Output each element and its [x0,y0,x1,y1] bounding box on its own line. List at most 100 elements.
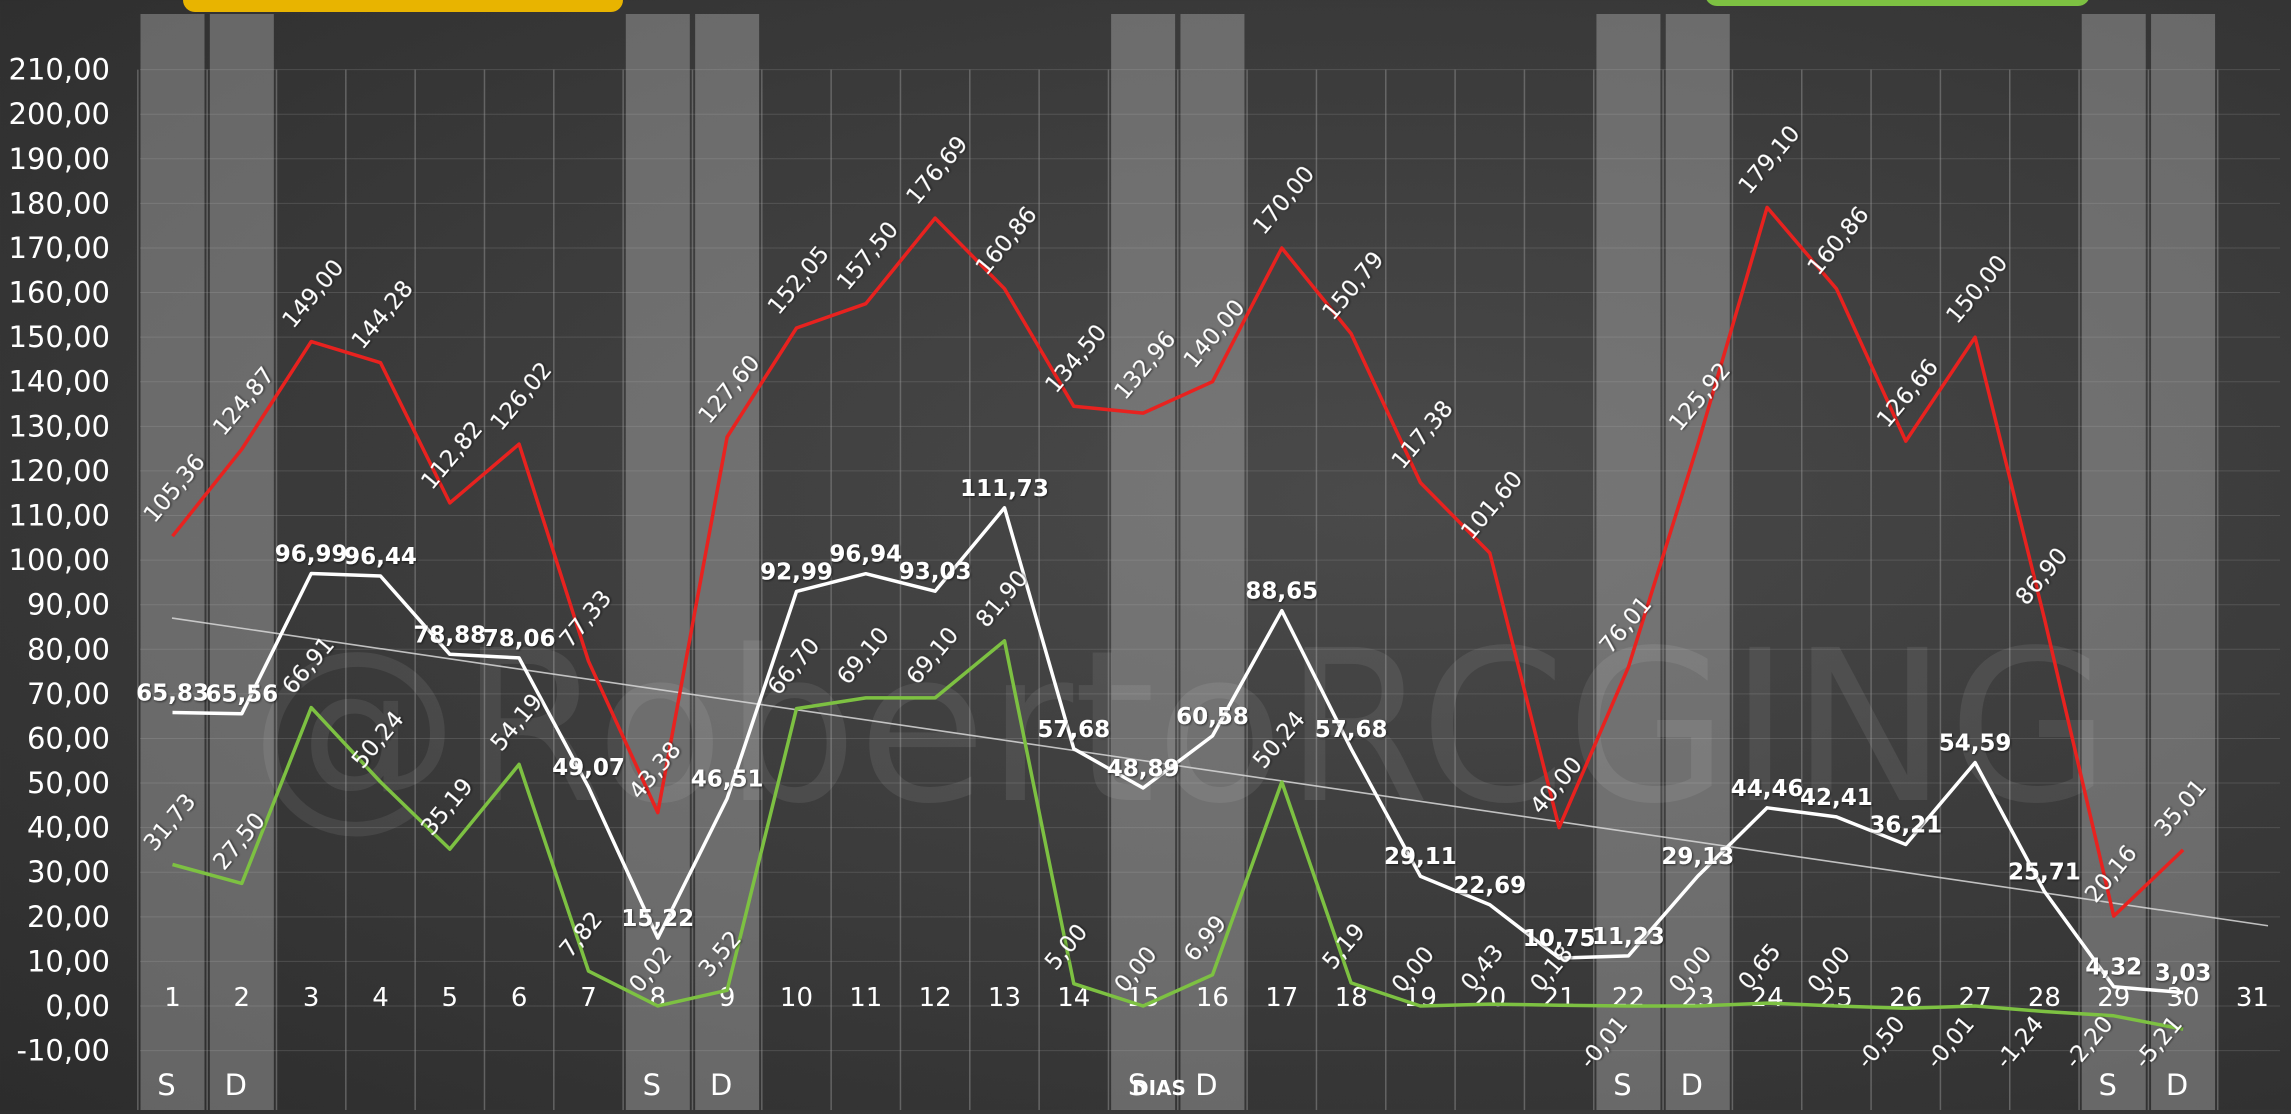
white-data-label: 15,22 [621,906,694,932]
x-tick-label: 16 [1196,983,1229,1013]
red-data-label: 160,86 [1803,202,1875,280]
x-tick-label: 7 [580,983,597,1013]
white-data-label: 22,69 [1453,873,1526,899]
white-data-label: 57,68 [1315,717,1388,743]
white-data-label: 96,44 [344,544,417,570]
red-data-label: 150,00 [1942,251,2014,329]
red-data-label: 144,28 [347,276,419,354]
weekend-band [1111,14,1176,1110]
y-tick-label: 100,00 [9,543,110,577]
weekend-letter: S [1613,1068,1631,1102]
red-data-label: 149,00 [278,255,350,333]
x-tick-label: 31 [2236,983,2269,1013]
white-data-label: 54,59 [1939,731,2012,757]
white-data-label: 96,94 [829,542,902,568]
x-tick-label: 12 [919,983,952,1013]
y-tick-label: 30,00 [27,855,110,889]
green-data-label: -0,01 [1922,1012,1980,1074]
x-tick-label: 11 [849,983,882,1013]
white-data-label: 4,32 [2085,955,2142,981]
white-data-label: 88,65 [1245,579,1318,605]
x-tick-label: 1 [164,983,181,1013]
red-data-label: 86,90 [2011,543,2073,610]
weekend-band [1596,14,1661,1110]
x-tick-label: 10 [780,983,813,1013]
white-data-label: 11,23 [1592,924,1665,950]
weekend-letter: D [225,1068,247,1102]
x-tick-label: 23 [1681,983,1714,1013]
y-tick-label: 80,00 [27,632,110,666]
y-tick-label: 20,00 [27,900,110,934]
y-tick-label: 150,00 [9,320,110,354]
y-tick-label: 200,00 [9,97,110,131]
x-tick-label: 2 [234,983,251,1013]
watermark: @RobertoRCGING [249,605,2110,850]
y-tick-label: 50,00 [27,766,110,800]
y-tick-label: 40,00 [27,811,110,845]
legend-badge [183,0,623,12]
red-data-label: 134,50 [1040,320,1112,398]
weekend-band [209,14,274,1110]
red-data-label: 170,00 [1248,161,1320,239]
red-data-label: 179,10 [1734,121,1806,199]
weekend-letter: S [643,1068,661,1102]
x-tick-label: 4 [372,983,389,1013]
white-data-label: 92,99 [760,559,833,585]
weekend-band [2081,14,2146,1110]
white-data-label: 29,11 [1384,844,1457,870]
weekend-band [2151,14,2216,1110]
red-data-label: 150,79 [1318,247,1390,325]
weekend-band [1180,14,1245,1110]
white-data-label: 25,71 [2008,859,2081,885]
x-tick-label: 3 [303,983,320,1013]
weekend-band [140,14,205,1110]
legend-badge [1706,0,2089,6]
green-data-label: 5,19 [1318,919,1371,975]
white-data-label: 111,73 [960,476,1049,502]
white-data-label: 57,68 [1037,717,1110,743]
weekend-letter: D [2166,1068,2188,1102]
x-tick-label: 22 [1612,983,1645,1013]
red-data-label: 160,86 [971,202,1043,280]
weekend-letter: S [157,1068,175,1102]
red-data-label: 157,50 [832,217,904,295]
white-data-label: 3,03 [2155,960,2212,986]
green-data-label: -0,50 [1852,1012,1910,1074]
weekend-band [625,14,690,1110]
trendline [171,617,2269,927]
white-data-label: 78,88 [413,622,486,648]
y-tick-label: 130,00 [9,409,110,443]
x-tick-label: 13 [988,983,1021,1013]
x-tick-label: 21 [1543,983,1576,1013]
red-series-line [171,205,2185,918]
white-data-label: 36,21 [1869,813,1942,839]
white-data-label: 29,13 [1661,844,1734,870]
y-tick-label: 60,00 [27,721,110,755]
white-data-label: 42,41 [1800,785,1873,811]
white-data-label: 93,03 [899,559,972,585]
y-tick-label: 0,00 [45,989,110,1023]
y-tick-label: 160,00 [9,276,110,310]
green-series-line [172,639,2184,1031]
white-data-label: 46,51 [691,767,764,793]
white-data-label: 78,06 [483,626,556,652]
x-tick-label: 24 [1751,983,1784,1013]
x-tick-label: 19 [1404,983,1437,1013]
y-tick-label: 70,00 [27,677,110,711]
weekend-letter: S [1128,1068,1146,1102]
y-tick-label: 110,00 [9,499,110,533]
y-tick-label: 120,00 [9,454,110,488]
white-data-label: 65,56 [205,682,278,708]
red-data-label: 101,60 [1456,466,1528,544]
x-tick-label: 6 [511,983,528,1013]
white-data-label: 60,58 [1176,704,1249,730]
x-tick-label: 20 [1473,983,1506,1013]
x-tick-label: 5 [442,983,459,1013]
weekend-band [1665,14,1730,1110]
white-data-label: 65,83 [136,680,209,706]
y-tick-label: 10,00 [27,944,110,978]
x-tick-label: 28 [2028,983,2061,1013]
weekend-letter: D [710,1068,732,1102]
y-tick-label: -10,00 [17,1034,111,1068]
green-data-label: 7,82 [555,907,608,963]
